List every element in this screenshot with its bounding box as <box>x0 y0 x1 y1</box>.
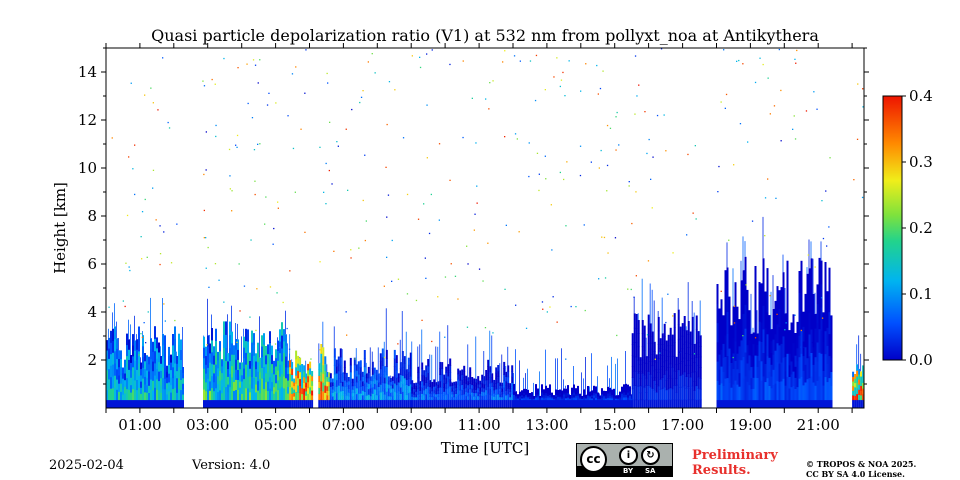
layer-4 <box>329 308 412 408</box>
chart-title: Quasi particle depolarization ratio (V1)… <box>151 26 819 45</box>
y-tick-label: 6 <box>87 255 97 273</box>
noise-points <box>108 48 864 360</box>
preliminary-notice: Preliminary Results. <box>692 448 778 478</box>
x-tick-label: 05:00 <box>254 416 297 434</box>
y-tick-label: 4 <box>87 303 97 321</box>
layer-8 <box>716 216 833 408</box>
colorbar-tick-label: 0.1 <box>909 285 933 303</box>
layer-1 <box>203 298 291 408</box>
y-axis-label: Height [km] <box>51 182 69 274</box>
attribution-icon: i <box>619 446 638 465</box>
layer-6 <box>513 348 633 408</box>
y-tick-label: 2 <box>87 351 97 369</box>
x-tick-label: 21:00 <box>797 416 840 434</box>
layer-7 <box>631 278 702 408</box>
plot-frame <box>105 47 865 409</box>
layer-3 <box>318 321 331 408</box>
x-axis: 01:00 03:00 05:00 07:00 09:00 11:00 13:00 15:00… <box>105 43 853 434</box>
copyright-line-1: © TROPOS & NOA 2025. <box>806 459 917 469</box>
by-label: BY <box>623 467 634 475</box>
x-tick-label: 01:00 <box>118 416 161 434</box>
colorbar-tick-label: 0.0 <box>909 351 933 369</box>
colorbar-tick-label: 0.2 <box>909 219 933 237</box>
x-tick-label: 19:00 <box>729 416 772 434</box>
x-tick-label: 07:00 <box>322 416 365 434</box>
copyright-notice: © TROPOS & NOA 2025. CC BY SA 4.0 Licens… <box>806 459 916 479</box>
preliminary-line-2: Results. <box>692 463 751 478</box>
colorbar: 0.0 0.1 0.2 0.3 0.4 <box>882 87 933 369</box>
x-tick-label: 15:00 <box>593 416 636 434</box>
x-tick-label: 09:00 <box>390 416 433 434</box>
y-tick-label: 8 <box>87 207 97 225</box>
colorbar-tick-label: 0.3 <box>909 153 933 171</box>
sa-label: SA <box>645 467 656 475</box>
colorbar-gradient <box>882 95 903 361</box>
y-tick-label: 12 <box>78 111 97 129</box>
colorbar-tick-label: 0.4 <box>909 87 933 105</box>
x-tick-label: 13:00 <box>525 416 568 434</box>
x-axis-label: Time [UTC] <box>441 439 530 457</box>
x-tick-label: 11:00 <box>457 416 500 434</box>
cc-license-badge: cc i ↻ BY SA <box>576 443 673 477</box>
x-tick-label: 03:00 <box>186 416 229 434</box>
plot-area <box>106 48 864 408</box>
version-label: Version: 4.0 <box>192 458 271 473</box>
layer-0 <box>106 297 184 408</box>
date-label: 2025-02-04 <box>49 458 124 473</box>
x-tick-label: 17:00 <box>661 416 704 434</box>
share-alike-icon: ↻ <box>641 446 660 465</box>
layer-9 <box>852 335 864 408</box>
layer-2 <box>289 334 314 408</box>
cc-icon: cc <box>580 446 607 473</box>
y-tick-label: 14 <box>78 63 97 81</box>
preliminary-line-1: Preliminary <box>692 448 778 463</box>
y-tick-label: 10 <box>78 159 97 177</box>
layer-5 <box>411 325 514 408</box>
y-axis: 2 4 6 8 10 12 14 <box>78 47 869 385</box>
copyright-line-2: CC BY SA 4.0 License. <box>806 469 905 479</box>
